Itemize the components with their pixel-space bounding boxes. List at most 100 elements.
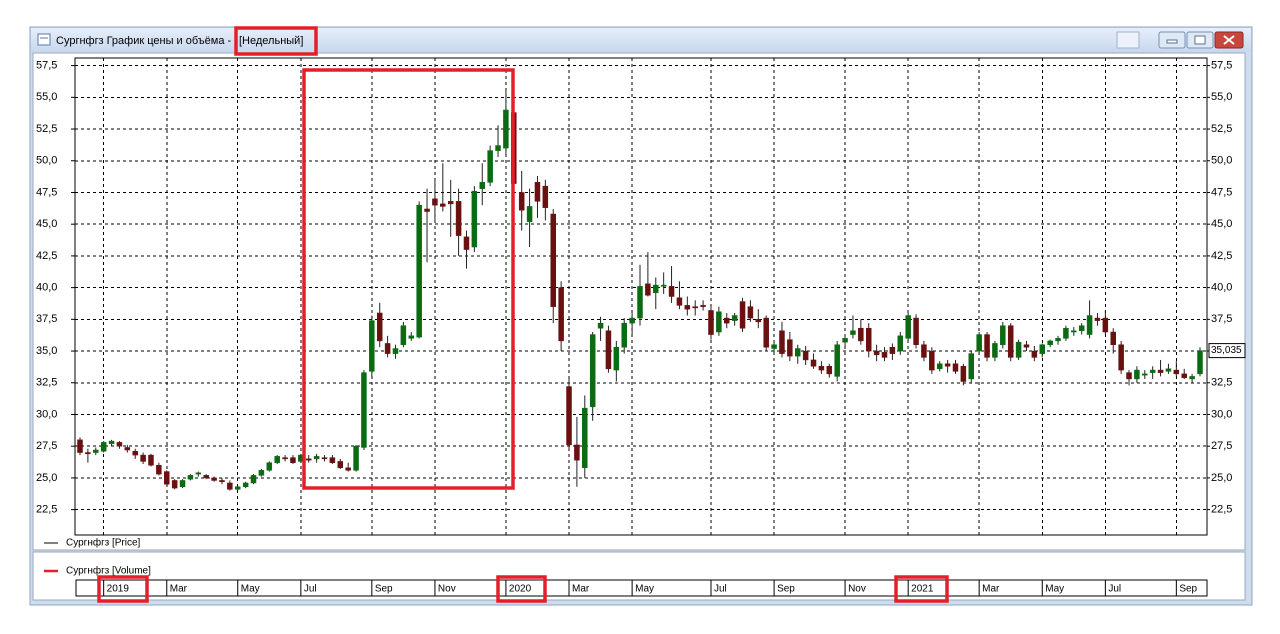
candle-body [637, 286, 643, 319]
candle-body [834, 344, 840, 377]
candle-body [250, 475, 257, 484]
grid [71, 58, 1210, 535]
x-tick-label: Mar [982, 584, 1000, 595]
candle-body [392, 348, 399, 354]
candle-body [929, 350, 935, 371]
pin-button[interactable] [1116, 31, 1140, 49]
candle-body [582, 407, 588, 469]
candle-body [1110, 331, 1116, 345]
candle-body [234, 486, 241, 490]
candle-body [905, 315, 911, 339]
candle-body [1078, 325, 1085, 332]
candle-body [321, 457, 328, 460]
candle-body [266, 462, 273, 471]
candle-body [952, 363, 959, 372]
candle-body [100, 442, 107, 452]
candle-body [692, 306, 698, 309]
last-price-box [1208, 343, 1246, 359]
candle-body [203, 475, 209, 479]
candle-body [771, 344, 777, 349]
candle-body [337, 461, 344, 469]
candle-body [282, 457, 288, 460]
legend-price: Сургнфгз [Price] [66, 537, 141, 549]
candle-body [944, 363, 951, 367]
candle-body [471, 190, 478, 248]
candle-body [116, 442, 123, 447]
y-tick-label: 35,0 [36, 345, 57, 357]
candle-body [992, 343, 998, 358]
candle-body [810, 359, 817, 367]
candle-body [1102, 317, 1109, 333]
candle-body [1197, 350, 1203, 375]
candle-body [1181, 373, 1187, 378]
candle-body [400, 325, 407, 345]
x-tick-label: May [1045, 584, 1064, 595]
candle-body [1173, 369, 1180, 375]
candle-body [534, 182, 541, 202]
candle-body [1023, 344, 1030, 348]
candle-body [724, 317, 730, 324]
highlight-2020 [496, 575, 547, 603]
candle-body [574, 444, 580, 461]
candle-body [842, 338, 848, 343]
candle-body [305, 458, 312, 461]
x-tick-label: Sep [1179, 584, 1197, 595]
candle-body [763, 317, 769, 348]
candle-body [1157, 369, 1164, 373]
candle-body [1134, 369, 1140, 380]
candle-body [487, 150, 493, 183]
x-tick-label: May [241, 584, 260, 595]
candle-body [171, 480, 178, 489]
candle-body [345, 467, 351, 471]
candle-body [653, 284, 659, 293]
candle-body [440, 203, 446, 207]
candle-body [850, 330, 856, 335]
y-tick-label: 55,0 [36, 91, 57, 103]
labels: 22,5 22,5 25,0 25,0 27,5 27,5 30,0 30,0 32,5 32,5… [36, 60, 1246, 596]
candle-body [179, 480, 186, 488]
candle-body [447, 201, 454, 205]
x-tick-label: Jul [1108, 584, 1121, 595]
candle-body [613, 346, 620, 371]
y-tick-label: 52,5 [36, 123, 57, 135]
candle-body [1055, 338, 1061, 342]
candle-body [313, 456, 320, 460]
candle-body [589, 334, 596, 408]
candle-body [1086, 315, 1093, 335]
candle-body [1071, 330, 1077, 333]
y-tick-label: 42,5 [36, 250, 57, 262]
candle-body [495, 145, 501, 151]
candle-body [889, 346, 896, 354]
close-icon [1223, 35, 1235, 45]
y-tick-label: 57,5 [36, 60, 57, 72]
candle-body [881, 352, 888, 358]
candle-body [755, 319, 762, 323]
candle-body [1000, 325, 1006, 345]
y-tick-label: 40,0 [36, 282, 57, 294]
y2-tick-label: 50,0 [1211, 155, 1232, 167]
y2-tick-label: 25,0 [1211, 472, 1232, 484]
candle-body [1189, 376, 1195, 380]
candle-body [605, 330, 612, 370]
candle-body [376, 312, 383, 342]
y2-tick-label: 27,5 [1211, 440, 1232, 452]
x-tick-label: 2021 [911, 584, 934, 595]
x-tick-label: Sep [375, 584, 393, 595]
candles [77, 89, 1203, 491]
candle-body [984, 334, 990, 358]
legend-volume: Сургнфгз [Volume] [66, 565, 151, 577]
candle-body [684, 305, 691, 310]
candle-body [597, 322, 604, 329]
y2-tick-label: 57,5 [1211, 60, 1232, 72]
candle-body [108, 440, 115, 444]
candle-body [858, 327, 864, 342]
candle-body [968, 353, 975, 380]
candle-body [550, 213, 556, 307]
y2-tick-label: 47,5 [1211, 186, 1232, 198]
window-controls [1116, 31, 1244, 49]
candle-body [566, 386, 572, 446]
candle-body [676, 297, 683, 306]
x-tick-label: 2019 [107, 584, 130, 595]
candle-body [818, 366, 825, 371]
